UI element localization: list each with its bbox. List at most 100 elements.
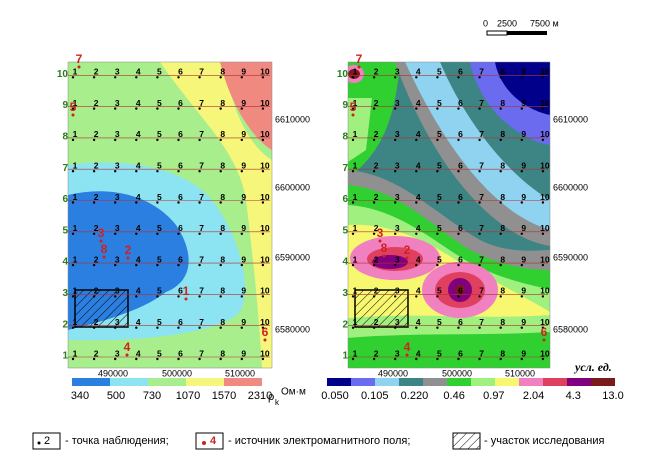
observation-point xyxy=(394,201,397,204)
observation-point xyxy=(240,263,243,267)
observation-point xyxy=(478,263,481,267)
point-number: 6 xyxy=(458,348,463,358)
observation-point xyxy=(114,170,117,173)
point-number: 5 xyxy=(157,254,162,264)
point-number: 5 xyxy=(437,67,442,77)
legend-tick: 340 xyxy=(71,390,89,402)
observation-point xyxy=(177,107,180,110)
source-example: 4 xyxy=(210,435,217,447)
point-number: 1 xyxy=(73,348,78,358)
observation-point xyxy=(541,138,545,142)
observation-point xyxy=(219,295,222,298)
observation-point xyxy=(261,138,265,142)
observation-point xyxy=(415,326,418,329)
point-number: 8 xyxy=(500,254,505,264)
easting-label: 510000 xyxy=(505,368,535,378)
row-number: 4 xyxy=(342,257,348,268)
observation-point xyxy=(240,107,243,110)
point-number: 3 xyxy=(395,129,400,139)
point-number: 6 xyxy=(178,129,183,139)
point-number: 1 xyxy=(353,98,358,108)
source-label: 4 xyxy=(404,340,411,354)
point-number: 8 xyxy=(500,192,505,202)
point-number: 7 xyxy=(479,160,484,170)
observation-point xyxy=(499,170,502,173)
point-number: 2 xyxy=(374,286,379,296)
source-dot xyxy=(71,113,75,117)
observation-point xyxy=(351,326,355,329)
point-number: 6 xyxy=(178,254,183,264)
point-number: 1 xyxy=(73,192,78,202)
legend-unit-symbol: ρ xyxy=(268,391,274,403)
observation-point xyxy=(457,76,460,79)
observation-point xyxy=(261,201,265,204)
point-number: 8 xyxy=(500,348,505,358)
point-number: 1 xyxy=(353,67,358,77)
observation-point xyxy=(520,357,523,361)
point-number: 6 xyxy=(458,67,463,77)
easting-label: 500000 xyxy=(162,368,192,378)
point-number: 2 xyxy=(374,67,379,77)
source-dot xyxy=(99,239,103,243)
point-number: 8 xyxy=(220,317,225,327)
point-number: 1 xyxy=(73,98,78,108)
observation-point xyxy=(135,138,138,142)
point-number: 3 xyxy=(395,160,400,170)
point-number: 5 xyxy=(437,160,442,170)
point-number: 3 xyxy=(395,317,400,327)
point-number: 1 xyxy=(353,223,358,233)
observation-point xyxy=(457,107,460,110)
observation-point xyxy=(436,107,439,110)
row-number: 5 xyxy=(62,225,68,236)
legend-tick: 1570 xyxy=(212,390,236,402)
observation-point xyxy=(372,263,376,267)
observation-point xyxy=(177,295,180,298)
northing-label: 6600000 xyxy=(275,182,310,192)
point-number: 6 xyxy=(458,98,463,108)
row-number: 7 xyxy=(342,163,348,174)
source-label: 7 xyxy=(356,52,363,66)
observation-point xyxy=(351,138,355,142)
point-number: 4 xyxy=(416,348,421,358)
observation-point xyxy=(71,295,75,298)
legend-swatch xyxy=(495,378,519,386)
observation-point xyxy=(198,107,201,110)
row-number: 1 xyxy=(342,351,348,362)
observation-point xyxy=(351,295,355,298)
point-number: 5 xyxy=(437,192,442,202)
legend-tick: 0.46 xyxy=(443,390,464,402)
observation-point xyxy=(372,357,376,361)
observation-point xyxy=(394,76,397,79)
legend-swatch xyxy=(72,378,110,386)
observation-point xyxy=(92,263,96,267)
observation-point xyxy=(499,326,502,329)
observation-point xyxy=(156,76,159,79)
point-number: 1 xyxy=(353,317,358,327)
observation-point xyxy=(156,357,159,361)
observation-point xyxy=(372,107,376,110)
observation-point xyxy=(92,232,96,235)
observation-point xyxy=(177,138,180,142)
row-number: 7 xyxy=(62,163,68,174)
point-number: 4 xyxy=(136,254,141,264)
observation-point xyxy=(114,138,117,142)
observation-point xyxy=(478,170,481,173)
source-dot xyxy=(184,297,188,301)
observation-point xyxy=(394,295,397,298)
observation-point xyxy=(135,263,138,267)
observation-point xyxy=(240,326,243,329)
point-number: 9 xyxy=(241,67,246,77)
source-label: 6 xyxy=(262,325,269,339)
observation-point xyxy=(92,201,96,204)
observation-point xyxy=(219,76,222,79)
point-number: 9 xyxy=(521,98,526,108)
observation-point xyxy=(135,232,138,235)
point-number: 7 xyxy=(199,98,204,108)
point-number: 10 xyxy=(260,98,270,108)
legend-tick: 13.0 xyxy=(602,390,623,402)
point-number: 9 xyxy=(521,286,526,296)
point-number: 4 xyxy=(136,129,141,139)
point-number: 4 xyxy=(136,98,141,108)
source-label: 3 xyxy=(377,226,384,240)
point-number: 5 xyxy=(157,348,162,358)
